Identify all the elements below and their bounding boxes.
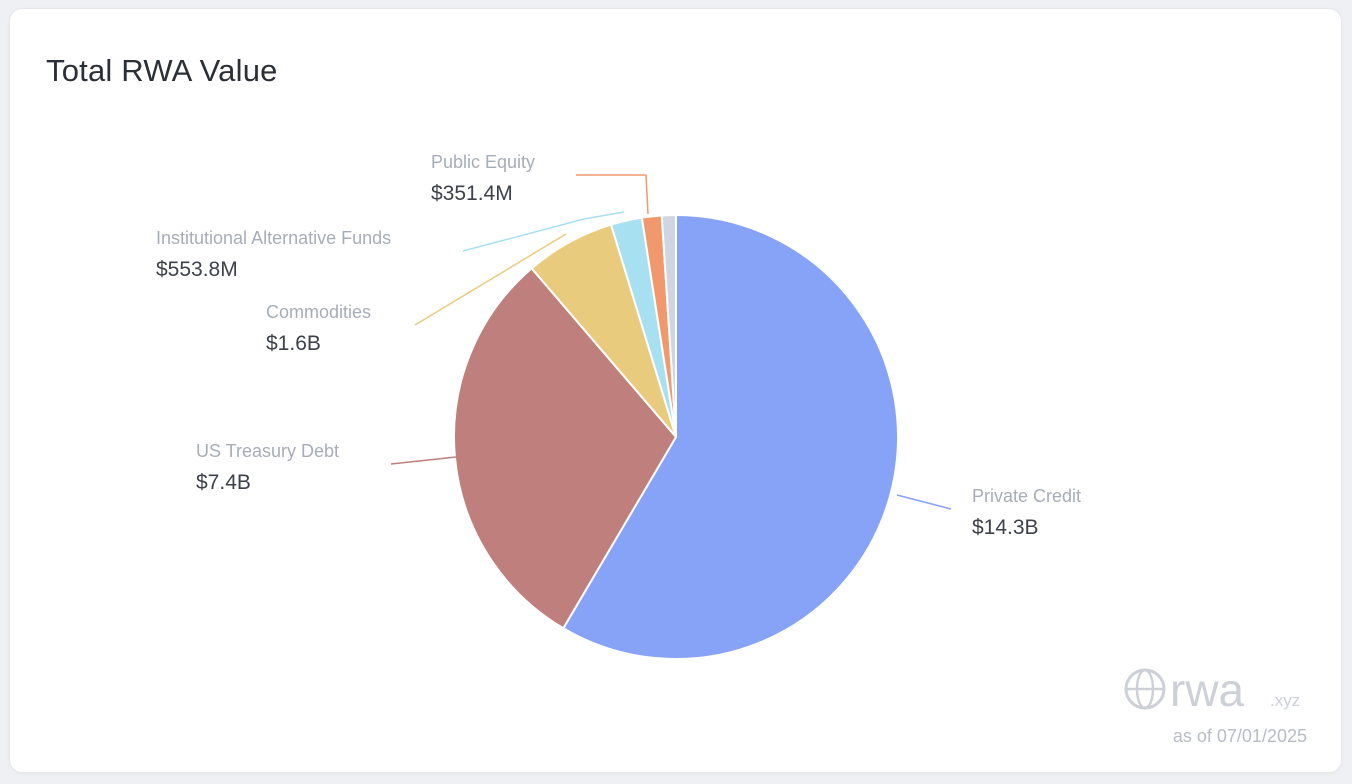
slice-label-name: Public Equity bbox=[431, 152, 535, 172]
chart-title: Total RWA Value bbox=[46, 53, 278, 88]
slice-label-value: $1.6B bbox=[266, 332, 321, 355]
leader-line bbox=[414, 233, 567, 326]
slice-label-name: Commodities bbox=[266, 302, 371, 322]
slice-label-name: Institutional Alternative Funds bbox=[156, 228, 391, 248]
slice-label-name: Private Credit bbox=[972, 486, 1081, 506]
slice-label-value: $553.8M bbox=[156, 258, 238, 281]
pie-slice-other[interactable] bbox=[660, 213, 677, 438]
watermark-brand: rwa bbox=[1170, 664, 1245, 716]
pie-chart: Private Credit $14.3B US Treasury Debt $7.4… bbox=[156, 152, 1307, 746]
pie-slice-private-credit[interactable] bbox=[561, 213, 899, 660]
leader-line bbox=[896, 494, 952, 510]
leader-line bbox=[462, 211, 625, 252]
leader-line bbox=[390, 456, 457, 465]
chart-card: Total RWA Value Private Credit $14.3B US T… bbox=[10, 9, 1341, 772]
watermark: rwa .xyz as of 07/01/2025 bbox=[1124, 664, 1307, 746]
slice-label-value: $14.3B bbox=[972, 516, 1039, 539]
globe-icon bbox=[1124, 668, 1166, 710]
leader-line bbox=[576, 174, 649, 215]
watermark-suffix: .xyz bbox=[1270, 691, 1300, 710]
slice-label-value: $7.4B bbox=[196, 471, 251, 494]
slice-label-name: US Treasury Debt bbox=[196, 441, 339, 461]
as-of-date: as of 07/01/2025 bbox=[1173, 726, 1307, 746]
slice-label-value: $351.4M bbox=[431, 182, 513, 205]
